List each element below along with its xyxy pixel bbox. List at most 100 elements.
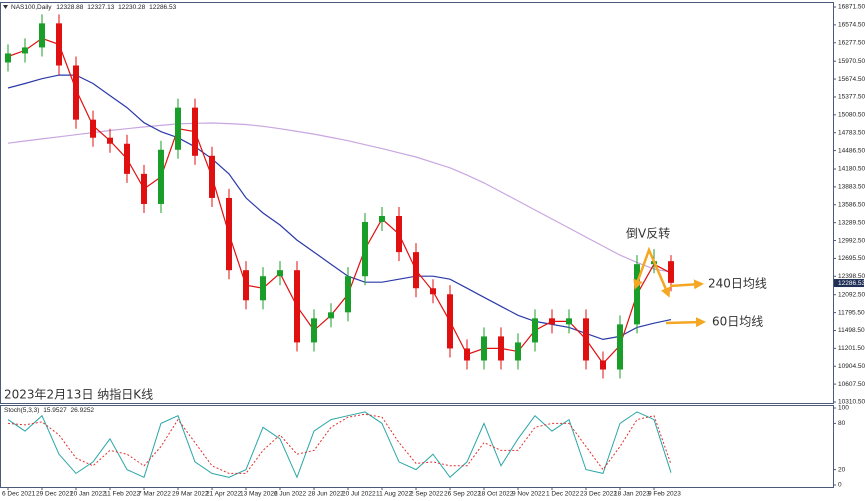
candle-body (600, 360, 606, 370)
candle-body (175, 107, 181, 150)
y-tick-label: 12695.50 (838, 255, 865, 262)
plot: 16871.50 16574.50 16277.50 15970.50 15674.50… (2, 4, 865, 498)
y-tick-label: 13289.50 (838, 219, 865, 226)
ma240-annotation: 240日均线 (708, 277, 767, 291)
close-value: 12286.53 (149, 4, 176, 11)
y-tick-label: 15674.50 (838, 76, 865, 83)
candle-body (464, 348, 470, 361)
candle-body (141, 173, 147, 204)
candle-body (328, 312, 334, 319)
y-tick-label: 11201.50 (838, 345, 865, 352)
stoch-line (7, 413, 672, 474)
reversal-arrow (633, 246, 671, 298)
candle-body (634, 264, 640, 325)
candle-body (277, 270, 283, 277)
candle-body (668, 261, 674, 283)
candle-body (226, 197, 232, 271)
candle-body (90, 119, 96, 138)
candle-body (515, 342, 521, 361)
y-tick-label: 16277.50 (838, 39, 865, 46)
x-tick-label: 20 Jul 2022 (342, 491, 376, 498)
candle-body (294, 270, 300, 343)
candle-body (583, 318, 589, 361)
y-tick-label: 10310.50 (838, 399, 865, 406)
stoch-signal-value: 26.9252 (71, 407, 95, 414)
candle-body (311, 318, 317, 343)
y-tick-label: 10904.50 (838, 363, 865, 370)
date-caption: 2023年2月13日 纳指日K线 (4, 387, 153, 402)
y-tick-label: 0 (838, 482, 842, 489)
y-tick-label: 14180.50 (838, 166, 865, 173)
y-tick-label: 20 (838, 466, 846, 473)
candle-body (532, 318, 538, 343)
low-value: 12230.28 (118, 4, 145, 11)
candle-body (243, 270, 249, 301)
stoch-header: Stoch(5,3,3) 15.9527 26.9252 (4, 407, 94, 414)
moving-average (7, 37, 672, 365)
candle-body (56, 23, 62, 66)
candle-body (498, 336, 504, 361)
x-tick-label: 20 Jan 2022 (70, 491, 106, 498)
ma240-arrow (669, 279, 704, 290)
y-tick-label: 10607.50 (838, 381, 865, 388)
moving-average (7, 122, 672, 273)
y-tick-label: 15080.50 (838, 112, 865, 119)
candle-body (345, 276, 351, 313)
candle-body (379, 215, 385, 223)
y-tick-label: 14486.50 (838, 147, 865, 154)
candle-body (107, 137, 113, 144)
main-panel-frame (0, 2, 834, 404)
candle-body (617, 324, 623, 370)
candle-body (566, 318, 572, 325)
x-tick-label: 28 Jun 2022 (308, 491, 344, 498)
candle-body (22, 47, 28, 54)
x-tick-label: 26 Sep 2022 (444, 491, 481, 498)
y-tick-label: 11795.50 (838, 309, 865, 316)
symbol-title: NAS100,Daily (11, 4, 52, 11)
y-tick-label: 12092.50 (838, 291, 865, 298)
candle-body (39, 23, 45, 48)
candle-body (124, 143, 130, 174)
candle-body (413, 252, 419, 289)
candle-body (209, 155, 215, 198)
candle-body (396, 215, 402, 253)
x-tick-label: 2 Sep 2022 (410, 491, 444, 498)
y-tick-label: 14783.50 (838, 129, 865, 136)
candle-body (192, 107, 198, 156)
y-tick-label: 15970.50 (838, 58, 865, 65)
stoch-main-value: 15.9527 (43, 407, 67, 414)
price-box (834, 279, 864, 288)
x-tick-label: 7 Mar 2022 (138, 491, 171, 498)
candle-body (481, 336, 487, 361)
y-tick-label: 11498.50 (838, 327, 865, 334)
candle-body (260, 276, 266, 301)
candle-body (549, 318, 555, 325)
y-tick-label: 16871.50 (838, 4, 865, 11)
y-tick-label: 12398.50 (838, 273, 865, 280)
y-tick-label: 13586.50 (838, 201, 865, 208)
x-tick-label: 11 Aug 2022 (376, 491, 412, 498)
menu-icon (3, 5, 8, 9)
x-tick-label: 18 Jan 2023 (614, 491, 650, 498)
x-tick-label: 9 Nov 2022 (512, 491, 546, 498)
moving-average (7, 74, 672, 341)
current-price: 12286.53 (838, 280, 865, 287)
x-tick-label: 18 Oct 2022 (478, 491, 514, 498)
x-tick-label: 23 Dec 2022 (580, 491, 617, 498)
pattern-annotation: 倒V反转 (626, 226, 670, 241)
y-tick-label: 80 (838, 420, 846, 427)
ma60-arrow (665, 317, 706, 328)
x-tick-label: 21 Apr 2022 (206, 491, 241, 498)
candle-body (73, 65, 79, 120)
stoch-line (7, 411, 672, 479)
candle-body (362, 222, 368, 277)
candle-body (5, 53, 11, 63)
ma60-annotation: 60日均线 (712, 315, 763, 329)
y-tick-label: 15377.50 (838, 94, 865, 101)
y-tick-label: 12992.50 (838, 237, 865, 244)
x-tick-label: 6 Jun 2022 (274, 491, 307, 498)
candle-body (447, 294, 453, 349)
x-tick-label: 1 Dec 2022 (546, 491, 580, 498)
